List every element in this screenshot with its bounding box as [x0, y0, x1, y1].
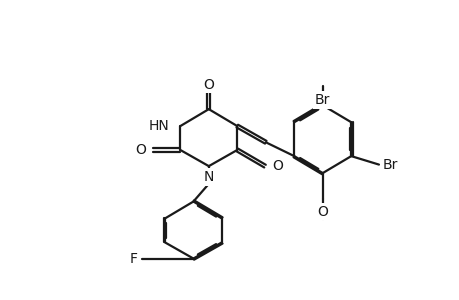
Text: HN: HN [148, 119, 169, 133]
Text: O: O [203, 77, 214, 92]
Text: O: O [317, 205, 327, 219]
Text: N: N [203, 170, 213, 184]
Text: Br: Br [382, 158, 397, 172]
Text: O: O [134, 143, 146, 157]
Text: F: F [130, 251, 138, 266]
Text: Br: Br [314, 93, 330, 107]
Text: O: O [271, 159, 282, 173]
